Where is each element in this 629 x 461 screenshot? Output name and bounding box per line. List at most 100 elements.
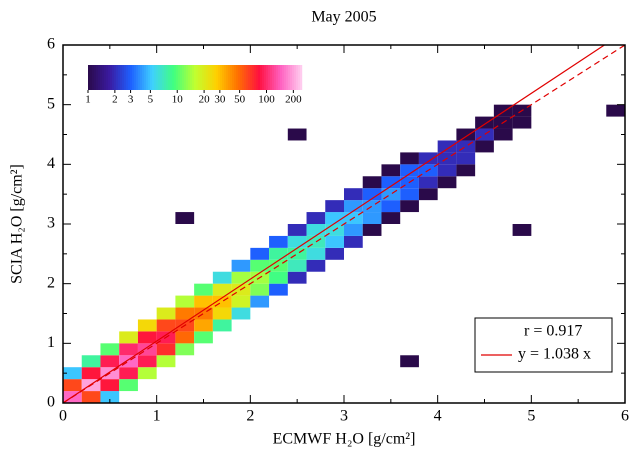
- colorbar-segment: [88, 65, 91, 90]
- y-tick-label: 6: [47, 36, 55, 53]
- cell: [381, 164, 401, 177]
- colorbar-segment: [202, 65, 205, 90]
- cell: [362, 224, 382, 236]
- cell: [194, 295, 213, 308]
- colorbar-segment: [160, 65, 163, 90]
- colorbar-segment: [252, 65, 255, 90]
- colorbar-segment: [288, 65, 291, 90]
- colorbar-segment: [262, 65, 265, 90]
- colorbar-segment: [216, 65, 219, 90]
- colorbar-segment: [272, 65, 275, 90]
- colorbar-segment: [264, 65, 267, 90]
- colorbar-segment: [258, 65, 261, 90]
- colorbar-segment: [90, 65, 93, 90]
- cell: [437, 140, 457, 153]
- cell: [418, 176, 438, 189]
- cell: [100, 379, 120, 392]
- colorbar-segment: [102, 65, 105, 90]
- colorbar-segment: [284, 65, 287, 90]
- colorbar-segment: [218, 65, 221, 90]
- colorbar-segment: [174, 65, 177, 90]
- cell: [194, 307, 213, 320]
- fit-line: [63, 45, 606, 403]
- cell: [456, 164, 476, 177]
- colorbar-segment: [156, 65, 159, 90]
- cells: [63, 104, 625, 403]
- cell: [606, 104, 625, 117]
- cell: [175, 212, 195, 224]
- cell: [231, 295, 251, 308]
- colorbar-tick-label: 3: [128, 94, 134, 106]
- colorbar-segment: [192, 65, 195, 90]
- colorbar-segment: [248, 65, 251, 90]
- cell: [400, 164, 419, 177]
- x-tick-label: 0: [59, 408, 67, 425]
- colorbar-segment: [130, 65, 133, 90]
- colorbar-tick-label: 5: [148, 94, 154, 106]
- colorbar-segment: [178, 65, 181, 90]
- cell: [100, 391, 120, 403]
- cell: [137, 319, 157, 332]
- colorbar-segment: [104, 65, 107, 90]
- cell: [287, 224, 307, 236]
- cell: [63, 367, 82, 380]
- cell: [287, 235, 307, 248]
- colorbar-segment: [122, 65, 125, 90]
- colorbar-segment: [154, 65, 157, 90]
- colorbar-segment: [222, 65, 225, 90]
- cell: [81, 367, 101, 380]
- colorbar-segment: [184, 65, 187, 90]
- colorbar-segment: [198, 65, 201, 90]
- colorbar-segment: [142, 65, 145, 90]
- colorbar-segment: [274, 65, 277, 90]
- x-tick-label: 2: [246, 408, 254, 425]
- colorbar-segment: [128, 65, 131, 90]
- colorbar-segment: [110, 65, 113, 90]
- colorbar-segment: [186, 65, 189, 90]
- colorbar-segment: [206, 65, 209, 90]
- colorbar-segment: [134, 65, 137, 90]
- colorbar-segment: [94, 65, 97, 90]
- cell: [325, 212, 344, 224]
- cell: [119, 343, 138, 356]
- cell: [250, 295, 270, 308]
- stat-label: r = 0.917: [524, 323, 582, 340]
- colorbar-tick-label: 30: [214, 94, 226, 106]
- colorbar-segment: [278, 65, 281, 90]
- cell: [306, 235, 326, 248]
- colorbar-segment: [200, 65, 203, 90]
- cell: [456, 152, 476, 165]
- colorbar-segment: [280, 65, 283, 90]
- cell: [400, 152, 419, 165]
- colorbar-segment: [270, 65, 273, 90]
- colorbar-segment: [150, 65, 153, 90]
- colorbar-segment: [254, 65, 257, 90]
- colorbar-segment: [300, 65, 303, 90]
- colorbar-segment: [194, 65, 197, 90]
- colorbar-segment: [108, 65, 111, 90]
- colorbar-segment: [96, 65, 99, 90]
- colorbar-tick-label: 2: [112, 94, 118, 106]
- colorbar-segment: [168, 65, 171, 90]
- cell: [212, 271, 232, 284]
- colorbar-segment: [118, 65, 121, 90]
- colorbar-segment: [214, 65, 217, 90]
- cell: [306, 247, 326, 260]
- colorbar-segment: [132, 65, 135, 90]
- cell: [475, 140, 494, 153]
- y-axis-label: SCIA H₂O [g/cm²]: [9, 164, 26, 284]
- cell: [137, 355, 157, 368]
- chart-title: May 2005: [311, 9, 376, 26]
- cell: [512, 116, 532, 129]
- colorbar-segment: [124, 65, 127, 90]
- colorbar-segment: [256, 65, 259, 90]
- colorbar-segment: [92, 65, 95, 90]
- cell: [194, 331, 213, 344]
- cell: [418, 152, 438, 165]
- cell: [231, 271, 251, 284]
- cell: [156, 355, 176, 368]
- cell: [437, 164, 457, 177]
- x-tick-label: 5: [527, 408, 535, 425]
- cell: [306, 212, 326, 224]
- cell: [175, 307, 195, 320]
